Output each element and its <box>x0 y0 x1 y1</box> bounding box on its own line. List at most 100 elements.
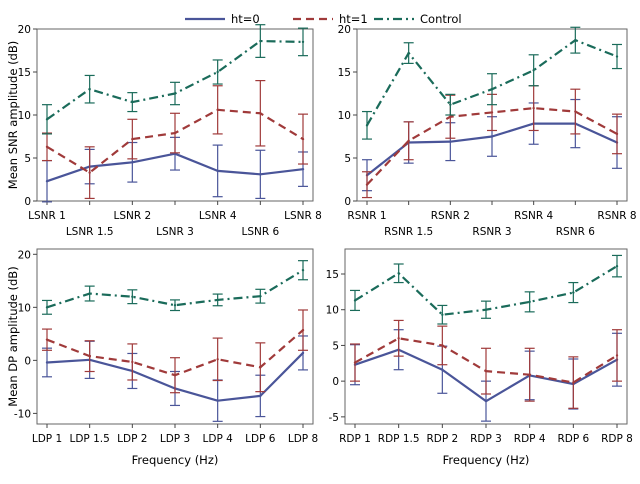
x-tick-label: RSNR 6 <box>556 226 595 238</box>
data-point <box>131 161 134 164</box>
x-tick-label: RSNR 8 <box>597 210 636 222</box>
y-tick-label: 15 <box>338 67 351 79</box>
data-point <box>484 369 488 373</box>
data-point <box>45 361 49 364</box>
data-point <box>572 381 575 384</box>
data-point <box>259 112 262 115</box>
y-tick-label: 5 <box>344 153 351 165</box>
x-tick-label: LDP 8 <box>288 433 318 445</box>
y-tick-label: 20 <box>18 24 31 36</box>
y-tick-label: -5 <box>329 412 339 424</box>
data-point <box>216 108 219 112</box>
panel-bottom-right: -5 0 5 10 15 RDP 1 RDP 1.5 RDP 2 RDP 3 RDP 4 RDP 6… <box>326 248 633 467</box>
y-tick-label: 15 <box>18 67 31 79</box>
y-tick-label: 20 <box>18 249 31 261</box>
series-ht1 <box>350 319 622 409</box>
data-point <box>615 132 619 136</box>
data-point <box>216 70 219 74</box>
data-point <box>173 374 177 377</box>
y-tick-label: -10 <box>14 408 31 420</box>
x-tick-label: LSNR 4 <box>199 210 237 222</box>
x-tick-label: RDP 6 <box>557 433 589 445</box>
series-ht1 <box>42 79 308 200</box>
data-point <box>88 354 91 358</box>
y-tick-label: 15 <box>326 269 339 281</box>
x-tick-label: RDP 4 <box>514 433 546 445</box>
data-point <box>441 368 444 371</box>
legend-item-control: Control <box>374 12 462 26</box>
data-point <box>88 88 91 91</box>
data-point <box>173 131 177 135</box>
data-point <box>615 264 619 268</box>
y-tick-label: 0 <box>24 196 31 208</box>
legend-label: Control <box>420 12 462 26</box>
x-tick-label: LSNR 6 <box>241 226 279 238</box>
x-tick-label: RDP 3 <box>470 433 502 445</box>
x-tick-label: RDP 8 <box>601 433 633 445</box>
data-point <box>131 295 134 298</box>
x-tick-label: LDP 2 <box>117 433 147 445</box>
data-point <box>449 140 452 143</box>
x-tick-label: LDP 4 <box>203 433 234 445</box>
data-point <box>572 291 575 294</box>
data-point <box>490 111 494 114</box>
data-point <box>528 300 531 304</box>
x-tick-label: LSNR 8 <box>284 210 322 222</box>
x-tick-label: RSNR 3 <box>472 226 511 238</box>
data-point <box>259 366 262 369</box>
data-point <box>490 88 494 91</box>
x-tick-label: RSNR 1 <box>347 210 386 222</box>
data-point <box>574 110 577 113</box>
data-point <box>88 292 91 295</box>
y-axis-title: Mean SNR amplitude (dB) <box>6 41 20 189</box>
x-axis-title: Frequency (Hz) <box>132 453 219 467</box>
x-tick-label: LSNR 3 <box>156 226 194 238</box>
data-point <box>301 269 305 272</box>
y-tick-label: 10 <box>326 305 339 317</box>
legend-label: ht=0 <box>231 12 260 26</box>
data-point <box>365 183 369 186</box>
data-point <box>532 106 535 110</box>
data-point <box>615 55 619 58</box>
legend: ht=0 ht=1 Control <box>185 12 462 26</box>
x-tick-label: RSNR 4 <box>514 210 553 222</box>
series-control <box>362 26 622 140</box>
data-point <box>301 40 305 44</box>
data-point <box>365 124 369 127</box>
data-point <box>532 69 535 72</box>
data-point <box>397 272 400 275</box>
x-tick-label: LSNR 1.5 <box>66 226 114 238</box>
panel-bottom-left: -10 0 10 20 LDP 1 LDP 1.5 LDP 2 LDP 3 LDP 4 LDP 6… <box>6 248 318 467</box>
y-tick-label: 0 <box>344 196 351 208</box>
series-control <box>350 254 622 325</box>
y-axis-title: Mean DP amplitude (dB) <box>6 266 20 406</box>
data-point <box>353 299 357 302</box>
legend-item-ht1: ht=1 <box>293 12 368 26</box>
data-point <box>173 92 177 95</box>
data-point <box>45 306 49 309</box>
data-point <box>484 308 488 311</box>
data-point <box>528 373 531 376</box>
data-point <box>216 399 219 402</box>
data-point <box>441 344 444 347</box>
data-point <box>353 361 357 364</box>
y-tick-label: 0 <box>24 355 31 367</box>
data-point <box>45 118 49 121</box>
data-point <box>301 351 305 355</box>
data-point <box>173 304 177 307</box>
data-point <box>484 399 488 403</box>
data-point <box>301 167 305 171</box>
x-tick-label: RDP 2 <box>426 433 458 445</box>
series-control <box>42 260 308 315</box>
data-point <box>131 360 134 364</box>
data-point <box>449 115 452 118</box>
y-tick-label: 10 <box>18 110 31 122</box>
data-point <box>45 338 49 341</box>
x-tick-label: LDP 1 <box>32 433 62 445</box>
x-tick-label: LDP 1.5 <box>70 433 110 445</box>
